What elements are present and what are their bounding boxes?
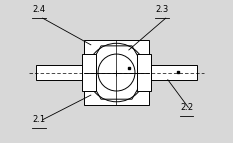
Text: 2.1: 2.1 [32, 115, 45, 124]
Bar [84, 40, 149, 105]
Polygon shape [86, 46, 147, 99]
Bar [36, 65, 197, 80]
Bar [82, 54, 96, 91]
Text: 2.4: 2.4 [32, 5, 45, 14]
Text: 2.3: 2.3 [155, 5, 169, 14]
Bar [137, 54, 151, 91]
Text: 2.2: 2.2 [180, 103, 193, 112]
